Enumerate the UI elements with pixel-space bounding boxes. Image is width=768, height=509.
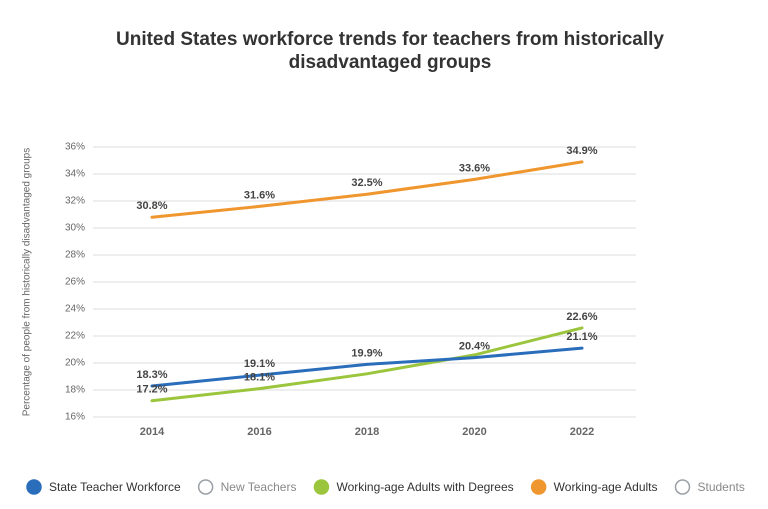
legend-marker [313,479,330,495]
legend-label: Working-age Adults [554,480,658,494]
legend-label: State Teacher Workforce [49,480,181,494]
x-tick-label: 2014 [140,426,165,438]
y-tick-label: 26% [65,277,85,288]
legend-label: Working-age Adults with Degrees [336,480,513,494]
legend-marker [530,479,547,495]
legend-marker [26,479,42,495]
series-line [150,326,584,403]
data-label: 31.6% [244,189,275,201]
legend-label: New Teachers [221,480,297,494]
y-tick-label: 16% [65,412,85,423]
x-tick-label: 2016 [247,426,271,438]
y-tick-label: 34% [65,169,85,180]
data-label: 21.1% [566,331,597,343]
data-label: 18.3% [136,369,167,381]
y-tick-label: 28% [65,250,85,261]
y-tick-label: 36% [65,142,85,153]
data-label: 17.2% [136,384,167,396]
legend-label: Students [698,480,745,494]
legend-marker [674,479,691,495]
data-label: 33.6% [459,162,490,174]
y-tick-label: 24% [65,304,85,315]
y-tick-label: 18% [65,385,85,396]
y-axis-label: Percentage of people from historically d… [22,148,33,417]
chart-title: disadvantaged groups [289,52,492,73]
y-tick-label: 30% [65,223,85,234]
chart-title: United States workforce trends for teach… [116,29,664,50]
x-tick-label: 2022 [570,426,594,438]
series-line [150,160,584,219]
data-label: 32.5% [351,177,382,189]
y-tick-label: 32% [65,196,85,207]
data-label: 34.9% [566,145,597,157]
data-label: 22.6% [566,311,597,323]
legend-marker [197,479,214,495]
y-tick-label: 22% [65,331,85,342]
data-label: 18.1% [244,372,275,384]
x-tick-label: 2018 [355,426,379,438]
data-label: 30.8% [136,200,167,212]
x-tick-label: 2020 [462,426,486,438]
data-label: 19.9% [351,347,382,359]
data-label: 20.4% [459,341,490,353]
series-line [150,346,584,388]
data-label: 19.1% [244,358,275,370]
y-tick-label: 20% [65,358,85,369]
